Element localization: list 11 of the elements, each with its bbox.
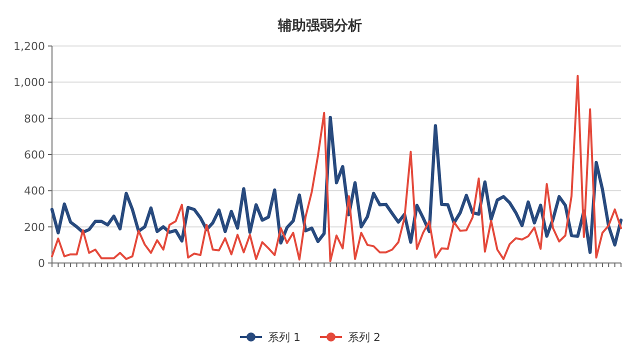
line-series (50, 116, 623, 254)
chart-title: 辅助强弱分析 (277, 18, 362, 34)
y-tick-label: 800 (24, 112, 45, 126)
y-tick-label: 600 (24, 148, 45, 162)
legend-label: 系列 2 (348, 331, 380, 344)
legend-label: 系列 1 (268, 331, 300, 344)
y-tick-label: 1,000 (14, 76, 45, 90)
y-tick-label: 0 (38, 257, 45, 270)
y-tick-label: 1,200 (14, 40, 45, 53)
y-tick-label: 400 (24, 184, 45, 198)
y-tick-label: 200 (24, 220, 45, 234)
